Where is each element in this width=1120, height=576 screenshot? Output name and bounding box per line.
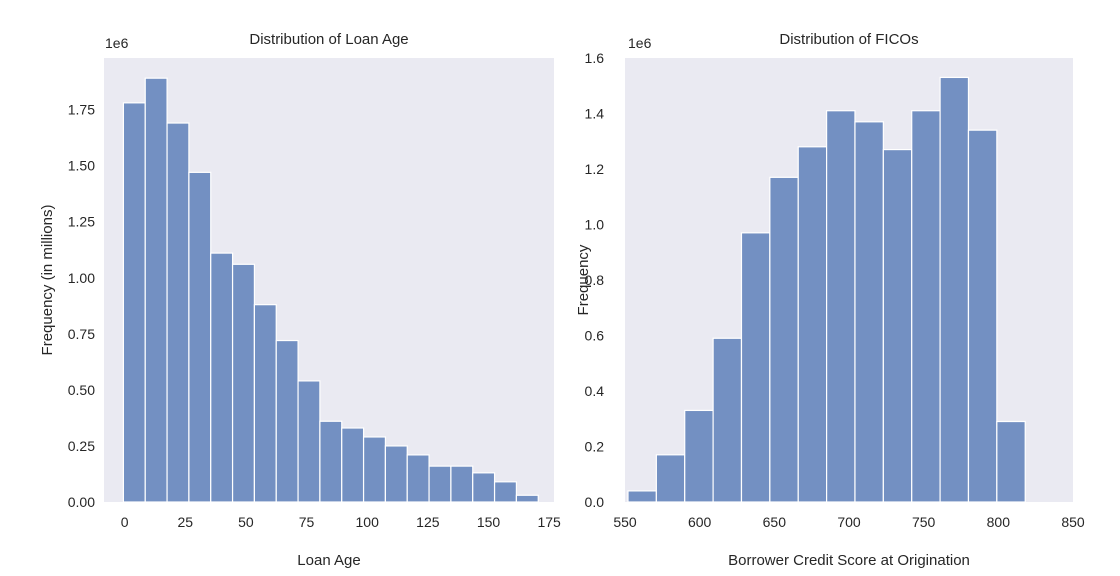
fico-y-tick-label: 1.0 <box>585 217 605 233</box>
loan-age-y-tick-label: 1.00 <box>68 270 95 286</box>
fico-bar <box>825 110 856 503</box>
loan-age-x-tick-label: 25 <box>177 514 193 530</box>
loan-age-bar <box>406 454 430 503</box>
loan-age-y-offset-label: 1e6 <box>105 35 129 51</box>
fico-y-tick-label: 1.6 <box>585 50 605 66</box>
loan-age-bar <box>144 77 168 503</box>
loan-age-y-tick-label: 0.50 <box>68 382 95 398</box>
fico-x-tick-label: 800 <box>987 514 1011 530</box>
loan-age-bar <box>188 171 212 503</box>
loan-age-bar <box>297 380 321 503</box>
loan-age-bar <box>384 445 408 503</box>
loan-age-x-tick-label: 75 <box>299 514 315 530</box>
fico-y-tick-label: 0.2 <box>585 439 605 455</box>
loan-age-bars <box>122 77 539 503</box>
fico-x-tick-label: 600 <box>688 514 712 530</box>
fico-y-tick-label: 1.4 <box>585 106 605 122</box>
loan-age-y-tick-label: 0.00 <box>68 494 95 510</box>
fico-y-tick-label: 1.2 <box>585 161 605 177</box>
loan-age-bar <box>515 494 539 503</box>
fico-bar <box>854 121 884 503</box>
fico-bar <box>996 420 1026 503</box>
loan-age-bar <box>275 339 299 503</box>
fico-bar <box>684 409 714 503</box>
loan-age-bar <box>122 102 146 503</box>
fico-y-axis-label: Frequency <box>575 244 592 315</box>
fico-x-tick-label: 700 <box>837 514 861 530</box>
loan-age-bar <box>319 420 343 503</box>
loan-age-y-tick-label: 0.75 <box>68 326 95 342</box>
loan-age-chart: Distribution of Loan Age 0 25 50 75 100 125 150… <box>39 31 561 569</box>
loan-age-chart-title: Distribution of Loan Age <box>249 31 408 48</box>
loan-age-bar <box>450 465 474 503</box>
loan-age-x-tick-label: 125 <box>416 514 440 530</box>
fico-chart: Distribution of FICOs 550 600 650 700 750 800 8… <box>575 31 1085 569</box>
fico-x-axis-label: Borrower Credit Score at Origination <box>728 552 970 569</box>
loan-age-y-tick-label: 1.25 <box>68 214 95 230</box>
fico-y-tick-label: 0.4 <box>585 383 605 399</box>
loan-age-bar <box>341 427 365 503</box>
fico-x-tick-label: 650 <box>763 514 787 530</box>
fico-y-tick-label: 0.0 <box>585 494 605 510</box>
loan-age-bar <box>362 436 387 503</box>
loan-age-bar <box>493 481 518 503</box>
fico-chart-title: Distribution of FICOs <box>779 31 918 48</box>
loan-age-x-tick-label: 100 <box>356 514 380 530</box>
loan-age-y-tick-label: 0.25 <box>68 438 95 454</box>
fico-bar <box>939 76 970 503</box>
loan-age-x-tick-label: 50 <box>238 514 254 530</box>
loan-age-x-tick-label: 0 <box>121 514 129 530</box>
loan-age-x-axis-label: Loan Age <box>297 552 360 569</box>
loan-age-bar <box>253 304 277 503</box>
fico-y-tick-label: 0.6 <box>585 328 605 344</box>
loan-age-x-tick-label: 175 <box>537 514 561 530</box>
loan-age-bar <box>231 263 256 503</box>
loan-age-bar <box>210 252 234 503</box>
fico-x-tick-label: 550 <box>613 514 637 530</box>
fico-bar <box>740 232 771 503</box>
loan-age-y-tick-label: 1.50 <box>68 158 95 174</box>
loan-age-x-tick-label: 150 <box>477 514 501 530</box>
fico-y-tick-label: 0.8 <box>585 272 605 288</box>
fico-x-tick-label: 850 <box>1061 514 1085 530</box>
fico-bar <box>911 110 941 503</box>
loan-age-y-axis-label: Frequency (in millions) <box>39 205 56 356</box>
loan-age-bar <box>166 122 190 503</box>
fico-bar <box>712 337 743 503</box>
loan-age-bar <box>428 465 452 503</box>
fico-bar <box>769 176 799 503</box>
fico-bar <box>882 148 913 503</box>
fico-bar <box>627 490 657 503</box>
loan-age-y-tick-label: 1.75 <box>68 102 95 118</box>
fico-bar <box>797 146 828 503</box>
loan-age-bar <box>472 472 496 503</box>
fico-bar <box>967 129 998 503</box>
fico-y-offset-label: 1e6 <box>628 35 652 51</box>
fico-bar <box>655 454 686 503</box>
fico-x-tick-label: 750 <box>912 514 936 530</box>
fico-bars <box>627 76 1026 503</box>
